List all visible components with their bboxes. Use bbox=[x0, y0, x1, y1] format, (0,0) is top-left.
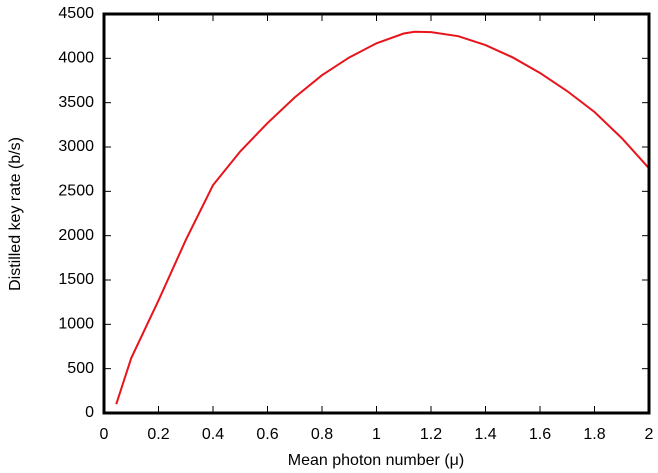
y-tick-label: 500 bbox=[67, 360, 94, 377]
y-tick-label: 3000 bbox=[58, 138, 94, 155]
x-tick-label: 2 bbox=[645, 426, 654, 443]
x-tick-label: 1.4 bbox=[474, 426, 496, 443]
y-tick-label: 1500 bbox=[58, 271, 94, 288]
y-axis-label: Distilled key rate (b/s) bbox=[7, 137, 24, 291]
x-tick-label: 0.4 bbox=[202, 426, 224, 443]
y-tick-label: 3500 bbox=[58, 94, 94, 111]
x-tick-label: 0.6 bbox=[256, 426, 278, 443]
x-tick-label: 1.6 bbox=[529, 426, 551, 443]
y-tick-label: 2500 bbox=[58, 183, 94, 200]
x-tick-label: 1 bbox=[372, 426, 381, 443]
plot-frame bbox=[102, 12, 651, 415]
line bbox=[115, 30, 650, 405]
x-tick-label: 0 bbox=[100, 426, 109, 443]
y-tick-label: 1000 bbox=[58, 316, 94, 333]
x-axis-label: Mean photon number (μ) bbox=[288, 452, 464, 469]
x-tick-label: 1.2 bbox=[420, 426, 442, 443]
y-tick-label: 4500 bbox=[58, 5, 94, 22]
x-tick-label: 0.2 bbox=[147, 426, 169, 443]
y-tick-label: 4000 bbox=[58, 50, 94, 67]
x-tick-label: 1.8 bbox=[583, 426, 605, 443]
x-tick-label: 0.8 bbox=[311, 426, 333, 443]
y-tick-label: 2000 bbox=[58, 227, 94, 244]
y-tick-label: 0 bbox=[85, 404, 94, 421]
